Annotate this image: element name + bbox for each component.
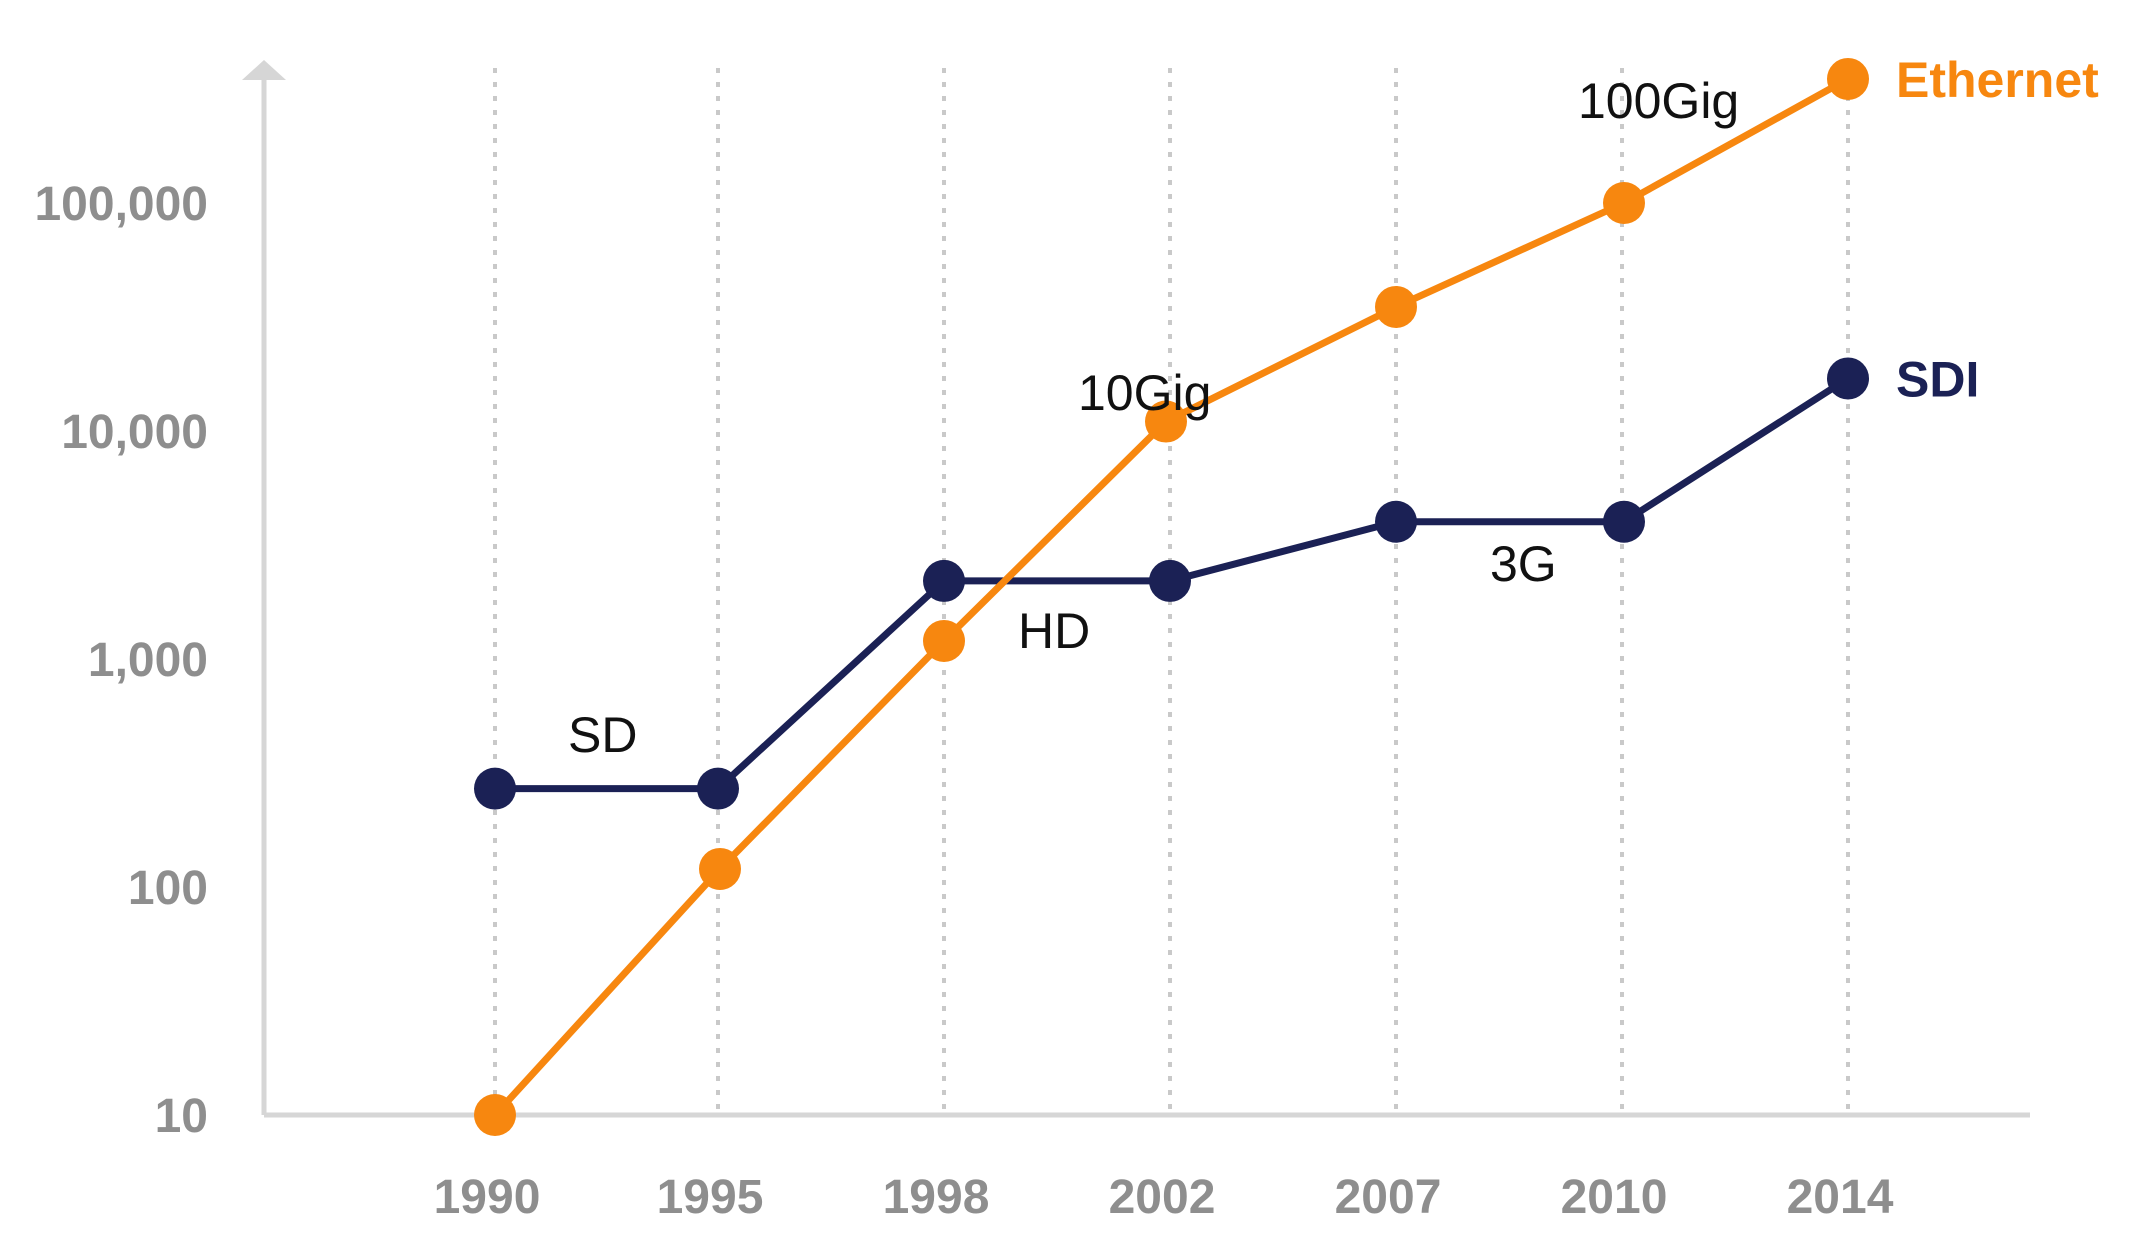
x-tick-label: 2002 [1109,1171,1216,1224]
annotation-100gig: 100Gig [1578,73,1739,129]
annotation-sd: SD [568,707,637,763]
sdi-point-1995 [697,767,739,810]
ethernet-point-1990 [474,1094,516,1136]
ethernet-point-2007 [1375,285,1417,328]
grid-lines [493,68,1850,1115]
ethernet-point-2002 [1145,400,1187,443]
x-tick-label: 2014 [1787,1171,1894,1224]
sdi-point-2007 [1375,500,1417,543]
ethernet-point-1995 [699,847,741,890]
y-tick-label: 100,000 [34,178,208,231]
y-tick-label: 10,000 [61,406,208,459]
sdi-point-1998 [923,559,965,602]
annotation-hd: HD [1018,603,1090,659]
y-tick-label: 10 [155,1090,208,1143]
sdi-point-2014 [1827,357,1869,400]
sdi-point-2002 [1149,559,1191,602]
ethernet-point-1998 [923,619,965,662]
y-tick-label: 1,000 [88,634,208,687]
ethernet-point-2014 [1827,57,1869,100]
sdi-point-2010 [1603,500,1645,543]
y-axis-arrow [242,60,286,80]
x-tick-label: 1990 [434,1171,541,1224]
x-tick-label: 2007 [1335,1171,1442,1224]
ethernet-series-label: Ethernet [1896,52,2099,108]
annotation-3g: 3G [1490,536,1557,592]
sdi-point-1990 [474,767,516,810]
annotation-10gig: 10Gig [1078,365,1211,421]
labels: 10 100 1,000 10,000 100,000 1990 1995 1998 2002 2… [34,52,2099,1224]
series-lines [474,57,1869,1136]
x-tick-label: 1995 [657,1171,764,1224]
axes [242,60,2030,1118]
x-tick-label: 2010 [1561,1171,1668,1224]
sdi-series-label: SDI [1896,351,1979,407]
y-tick-label: 100 [128,862,208,915]
ethernet-point-2010 [1603,182,1645,224]
x-tick-label: 1998 [883,1171,990,1224]
